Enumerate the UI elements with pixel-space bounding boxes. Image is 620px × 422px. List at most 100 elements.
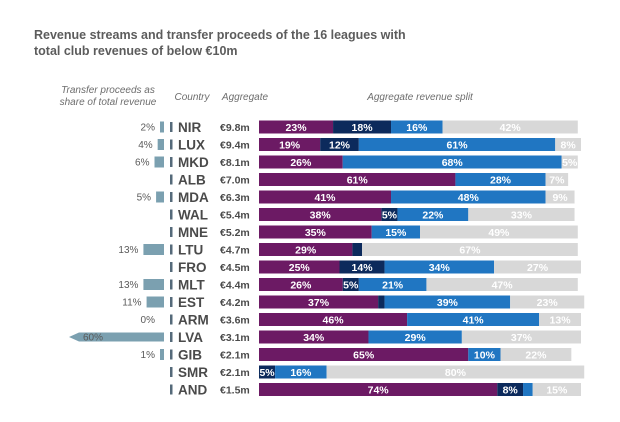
bar-label-est-1: 37%: [308, 297, 330, 309]
country-label-alb: ALB: [178, 173, 206, 188]
bar-label-arm-3: 41%: [463, 315, 485, 327]
bar-label-fro-1: 25%: [289, 262, 311, 274]
bar-segment-and-3: [523, 383, 533, 396]
bar-label-wal-4: 33%: [511, 210, 533, 222]
country-marker-and: [170, 384, 173, 395]
header-country: Country: [174, 92, 210, 103]
aggregate-label-lva: €3.1m: [220, 332, 250, 344]
transfer-label-ltu: 13%: [118, 245, 138, 256]
transfer-bar-mlt: [143, 279, 164, 290]
aggregate-label-smr: €2.1m: [220, 367, 250, 379]
bar-segment-mne-1: [259, 225, 372, 239]
bar-label-fro-4: 27%: [527, 262, 549, 274]
transfer-bar-lva: [69, 332, 164, 342]
bar-segment-smr-2: [259, 365, 276, 379]
country-marker-fro: [170, 262, 173, 272]
aggregate-label-arm: €3.6m: [220, 315, 250, 327]
transfer-label-mda: 5%: [137, 193, 152, 204]
bar-label-smr-4: 80%: [445, 367, 467, 379]
bar-label-nir-2: 18%: [352, 122, 374, 134]
country-label-mne: MNE: [178, 225, 208, 240]
country-marker-ltu: [170, 244, 173, 255]
bar-label-mkd-1: 26%: [290, 157, 312, 169]
bar-segment-lux-2: [320, 138, 359, 151]
country-label-and: AND: [178, 383, 207, 398]
bar-segment-and-2: [497, 383, 524, 396]
bar-label-est-3: 39%: [437, 297, 459, 309]
bar-segment-and-4: [532, 383, 581, 396]
bar-segment-mda-3: [391, 190, 546, 204]
aggregate-label-gib: €2.1m: [220, 350, 250, 362]
header-transfer-line1: Transfer proceeds as: [61, 85, 155, 96]
bar-segment-alb-4: [545, 173, 569, 186]
country-marker-gib: [170, 349, 173, 360]
transfer-bar-mda: [156, 191, 164, 203]
bar-segment-mne-4: [420, 225, 578, 239]
bar-segment-wal-4: [468, 208, 575, 221]
bar-segment-mda-1: [259, 190, 392, 204]
country-marker-wal: [170, 209, 173, 220]
bar-label-nir-1: 23%: [286, 122, 308, 134]
country-label-wal: WAL: [178, 208, 208, 223]
bar-segment-fro-1: [259, 260, 340, 274]
bar-segment-mlt-4: [426, 278, 578, 291]
bar-label-lux-4: 8%: [561, 140, 577, 152]
bar-label-gib-4: 22%: [525, 350, 547, 362]
bar-label-lva-4: 37%: [511, 332, 533, 344]
bar-label-gib-3: 10%: [474, 350, 496, 362]
bar-segment-and-1: [259, 383, 498, 396]
bar-label-mda-1: 41%: [315, 192, 337, 204]
bar-label-mkd-4: 5%: [562, 157, 578, 169]
country-label-fro: FRO: [178, 260, 207, 275]
aggregate-label-nir: €9.8m: [220, 122, 250, 134]
country-label-mda: MDA: [178, 190, 209, 205]
bar-label-nir-3: 16%: [406, 122, 428, 134]
country-marker-mda: [170, 192, 173, 202]
bar-label-mne-3: 15%: [385, 227, 407, 239]
transfer-label-est: 11%: [122, 298, 141, 309]
bar-segment-mda-4: [545, 190, 575, 204]
bar-segment-mlt-3: [358, 278, 427, 291]
country-marker-mkd: [170, 157, 173, 167]
transfer-label-gib: 1%: [141, 350, 156, 361]
bar-segment-lva-3: [368, 330, 462, 344]
country-label-ltu: LTU: [178, 243, 203, 258]
bar-segment-fro-2: [339, 260, 385, 274]
aggregate-label-ltu: €4.7m: [220, 245, 250, 257]
bar-label-lux-1: 19%: [279, 140, 301, 152]
bar-label-wal-2: 5%: [382, 210, 398, 222]
aggregate-label-mda: €6.3m: [220, 192, 250, 204]
aggregate-label-mkd: €8.1m: [220, 157, 250, 169]
bar-label-and-2: 8%: [503, 385, 519, 397]
bar-segment-est-2: [378, 295, 385, 309]
bar-segment-gib-3: [468, 348, 501, 361]
country-marker-arm: [170, 314, 173, 325]
bar-label-mne-1: 35%: [305, 227, 327, 239]
country-label-smr: SMR: [178, 365, 208, 380]
bar-label-ltu-4: 67%: [459, 245, 481, 257]
bar-segment-ltu-1: [259, 243, 353, 256]
bar-label-mlt-2: 5%: [343, 280, 359, 292]
country-label-est: EST: [178, 295, 205, 310]
country-marker-est: [170, 297, 173, 307]
bar-label-and-1: 74%: [368, 385, 390, 397]
aggregate-label-alb: €7.0m: [220, 175, 250, 187]
bar-segment-est-4: [510, 295, 585, 309]
aggregate-label-fro: €4.5m: [220, 262, 250, 274]
bar-segment-arm-1: [259, 313, 408, 326]
bar-segment-nir-4: [442, 120, 578, 134]
chart-title-line1: Revenue streams and transfer proceeds of…: [34, 28, 406, 42]
bar-segment-fro-3: [384, 260, 495, 274]
bar-segment-wal-1: [259, 208, 382, 221]
country-marker-smr: [170, 367, 173, 377]
bar-label-lva-1: 34%: [303, 332, 325, 344]
header-transfer-line2: share of total revenue: [60, 97, 157, 108]
bar-segment-arm-3: [407, 313, 540, 326]
bar-segment-smr-4: [326, 365, 585, 379]
bar-segment-lva-1: [259, 330, 369, 344]
bar-segment-alb-1: [259, 173, 456, 186]
bar-label-fro-3: 34%: [429, 262, 451, 274]
transfer-label-lux: 4%: [138, 140, 153, 151]
bar-label-mlt-3: 21%: [382, 280, 404, 292]
country-label-nir: NIR: [178, 120, 202, 135]
